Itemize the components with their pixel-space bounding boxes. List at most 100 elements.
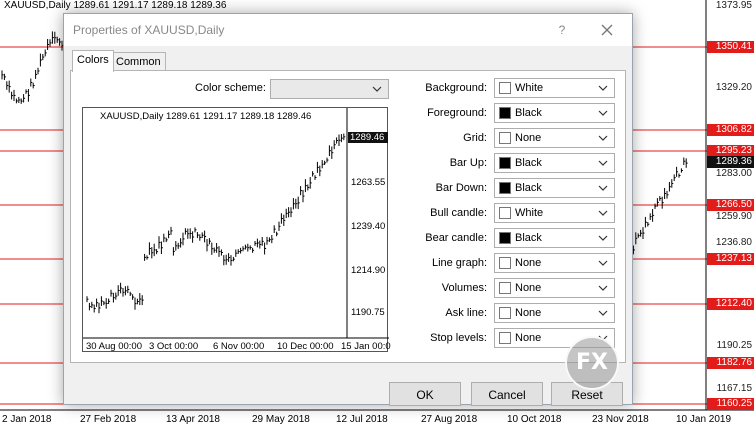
setting-color-select[interactable]: White	[494, 203, 615, 223]
price-label: 1182.76	[707, 357, 754, 369]
tab-colors[interactable]: Colors	[72, 50, 114, 72]
date-label: 23 Nov 2018	[592, 414, 649, 425]
setting-color-select[interactable]: None	[494, 303, 615, 323]
setting-label: Ask line:	[445, 307, 487, 319]
setting-color-select[interactable]: Black	[494, 178, 615, 198]
setting-color-select[interactable]: None	[494, 278, 615, 298]
setting-color-value: None	[515, 132, 542, 144]
date-label: 29 May 2018	[252, 414, 310, 425]
setting-color-value: None	[515, 332, 542, 344]
setting-color-select[interactable]: None	[494, 253, 615, 273]
tab-common[interactable]: Common	[111, 52, 166, 71]
setting-color-value: White	[515, 82, 544, 94]
preview-last-price: 1289.46	[348, 132, 388, 143]
chevron-down-icon	[598, 160, 608, 166]
chevron-down-icon	[598, 235, 608, 241]
color-swatch	[499, 257, 511, 269]
setting-color-value: Black	[515, 232, 542, 244]
date-label: 27 Feb 2018	[80, 414, 137, 425]
setting-label: Line graph:	[431, 257, 487, 269]
chart-title: XAUUSD,Daily 1289.61 1291.17 1289.18 128…	[4, 0, 227, 11]
price-label: 1306.82	[707, 124, 754, 136]
fx-watermark-text: FX	[576, 350, 608, 375]
color-swatch	[499, 232, 511, 244]
price-label: 1266.50	[707, 199, 754, 211]
setting-color-value: Black	[515, 182, 542, 194]
color-swatch	[499, 107, 511, 119]
preview-title: XAUUSD,Daily 1289.61 1291.17 1289.18 128…	[100, 111, 312, 122]
price-label: 1212.40	[707, 298, 754, 310]
setting-color-value: None	[515, 282, 542, 294]
price-label: 1329.20	[715, 82, 752, 93]
chevron-down-icon	[598, 285, 608, 291]
price-label: 1259.90	[715, 211, 752, 222]
ok-button[interactable]: OK	[389, 382, 461, 406]
date-label: 12 Jul 2018	[336, 414, 388, 425]
chevron-down-icon	[598, 110, 608, 116]
setting-label: Stop levels:	[430, 332, 487, 344]
setting-label: Grid:	[463, 132, 487, 144]
setting-color-value: None	[515, 307, 542, 319]
properties-dialog: Properties of XAUUSD,Daily ? Colors Comm…	[63, 13, 633, 406]
date-label: 2 Jan 2018	[2, 414, 52, 425]
preview-price-tick: 1214.90	[351, 265, 386, 276]
chevron-down-icon	[598, 185, 608, 191]
chevron-down-icon	[598, 310, 608, 316]
price-label: 1160.25	[707, 398, 754, 410]
preview-date: 3 Oct 00:00	[149, 341, 199, 352]
color-scheme-label: Color scheme:	[195, 82, 266, 94]
setting-label: Bear candle:	[425, 232, 487, 244]
price-label: 1190.25	[716, 340, 752, 351]
setting-label: Bar Down:	[435, 182, 487, 194]
color-swatch	[499, 182, 511, 194]
help-button[interactable]: ?	[558, 23, 566, 37]
preview-chart-canvas	[83, 108, 389, 339]
setting-color-select[interactable]: None	[494, 128, 615, 148]
preview-price-tick: 1263.55	[351, 177, 386, 188]
preview-date: 10 Dec 00:00	[277, 341, 334, 352]
setting-color-select[interactable]: White	[494, 78, 615, 98]
setting-label: Background:	[425, 82, 487, 94]
date-label: 13 Apr 2018	[166, 414, 220, 425]
price-label: 1237.13	[707, 253, 754, 265]
close-icon	[601, 24, 613, 36]
chevron-down-icon	[598, 135, 608, 141]
color-swatch	[499, 132, 511, 144]
color-swatch	[499, 207, 511, 219]
color-swatch	[499, 332, 511, 344]
preview-date: 15 Jan 00:0	[341, 341, 391, 352]
cancel-button[interactable]: Cancel	[471, 382, 543, 406]
setting-label: Bull candle:	[430, 207, 487, 219]
preview-price-tick: 1239.40	[351, 221, 386, 232]
price-label: 1295.23	[707, 145, 754, 157]
chevron-down-icon	[372, 86, 382, 92]
price-label: 1350.41	[707, 41, 754, 53]
setting-label: Foreground:	[427, 107, 487, 119]
fx-watermark-logo: FX	[565, 336, 619, 390]
chevron-down-icon	[598, 210, 608, 216]
setting-color-value: Black	[515, 107, 542, 119]
date-label: 27 Aug 2018	[421, 414, 478, 425]
setting-color-select[interactable]: Black	[494, 153, 615, 173]
preview-chart: XAUUSD,Daily 1289.61 1291.17 1289.18 128…	[82, 107, 391, 352]
dialog-title: Properties of XAUUSD,Daily	[73, 23, 225, 37]
setting-color-value: Black	[515, 157, 542, 169]
color-swatch	[499, 82, 511, 94]
setting-label: Bar Up:	[449, 157, 487, 169]
setting-color-select[interactable]: Black	[494, 228, 615, 248]
preview-date: 30 Aug 00:00	[86, 341, 142, 352]
color-swatch	[499, 157, 511, 169]
setting-color-value: White	[515, 207, 544, 219]
chevron-down-icon	[598, 85, 608, 91]
color-scheme-select[interactable]	[270, 79, 389, 99]
price-label: 1289.36	[707, 156, 754, 168]
preview-date: 6 Nov 00:00	[213, 341, 265, 352]
close-button[interactable]	[596, 19, 618, 41]
setting-color-select[interactable]: Black	[494, 103, 615, 123]
color-swatch	[499, 307, 511, 319]
price-label: 1236.80	[715, 237, 752, 248]
preview-price-tick: 1190.75	[351, 307, 385, 318]
price-label: 1167.15	[716, 383, 752, 394]
setting-label: Volumes:	[441, 282, 487, 294]
dialog-titlebar[interactable]: Properties of XAUUSD,Daily ?	[64, 14, 632, 46]
